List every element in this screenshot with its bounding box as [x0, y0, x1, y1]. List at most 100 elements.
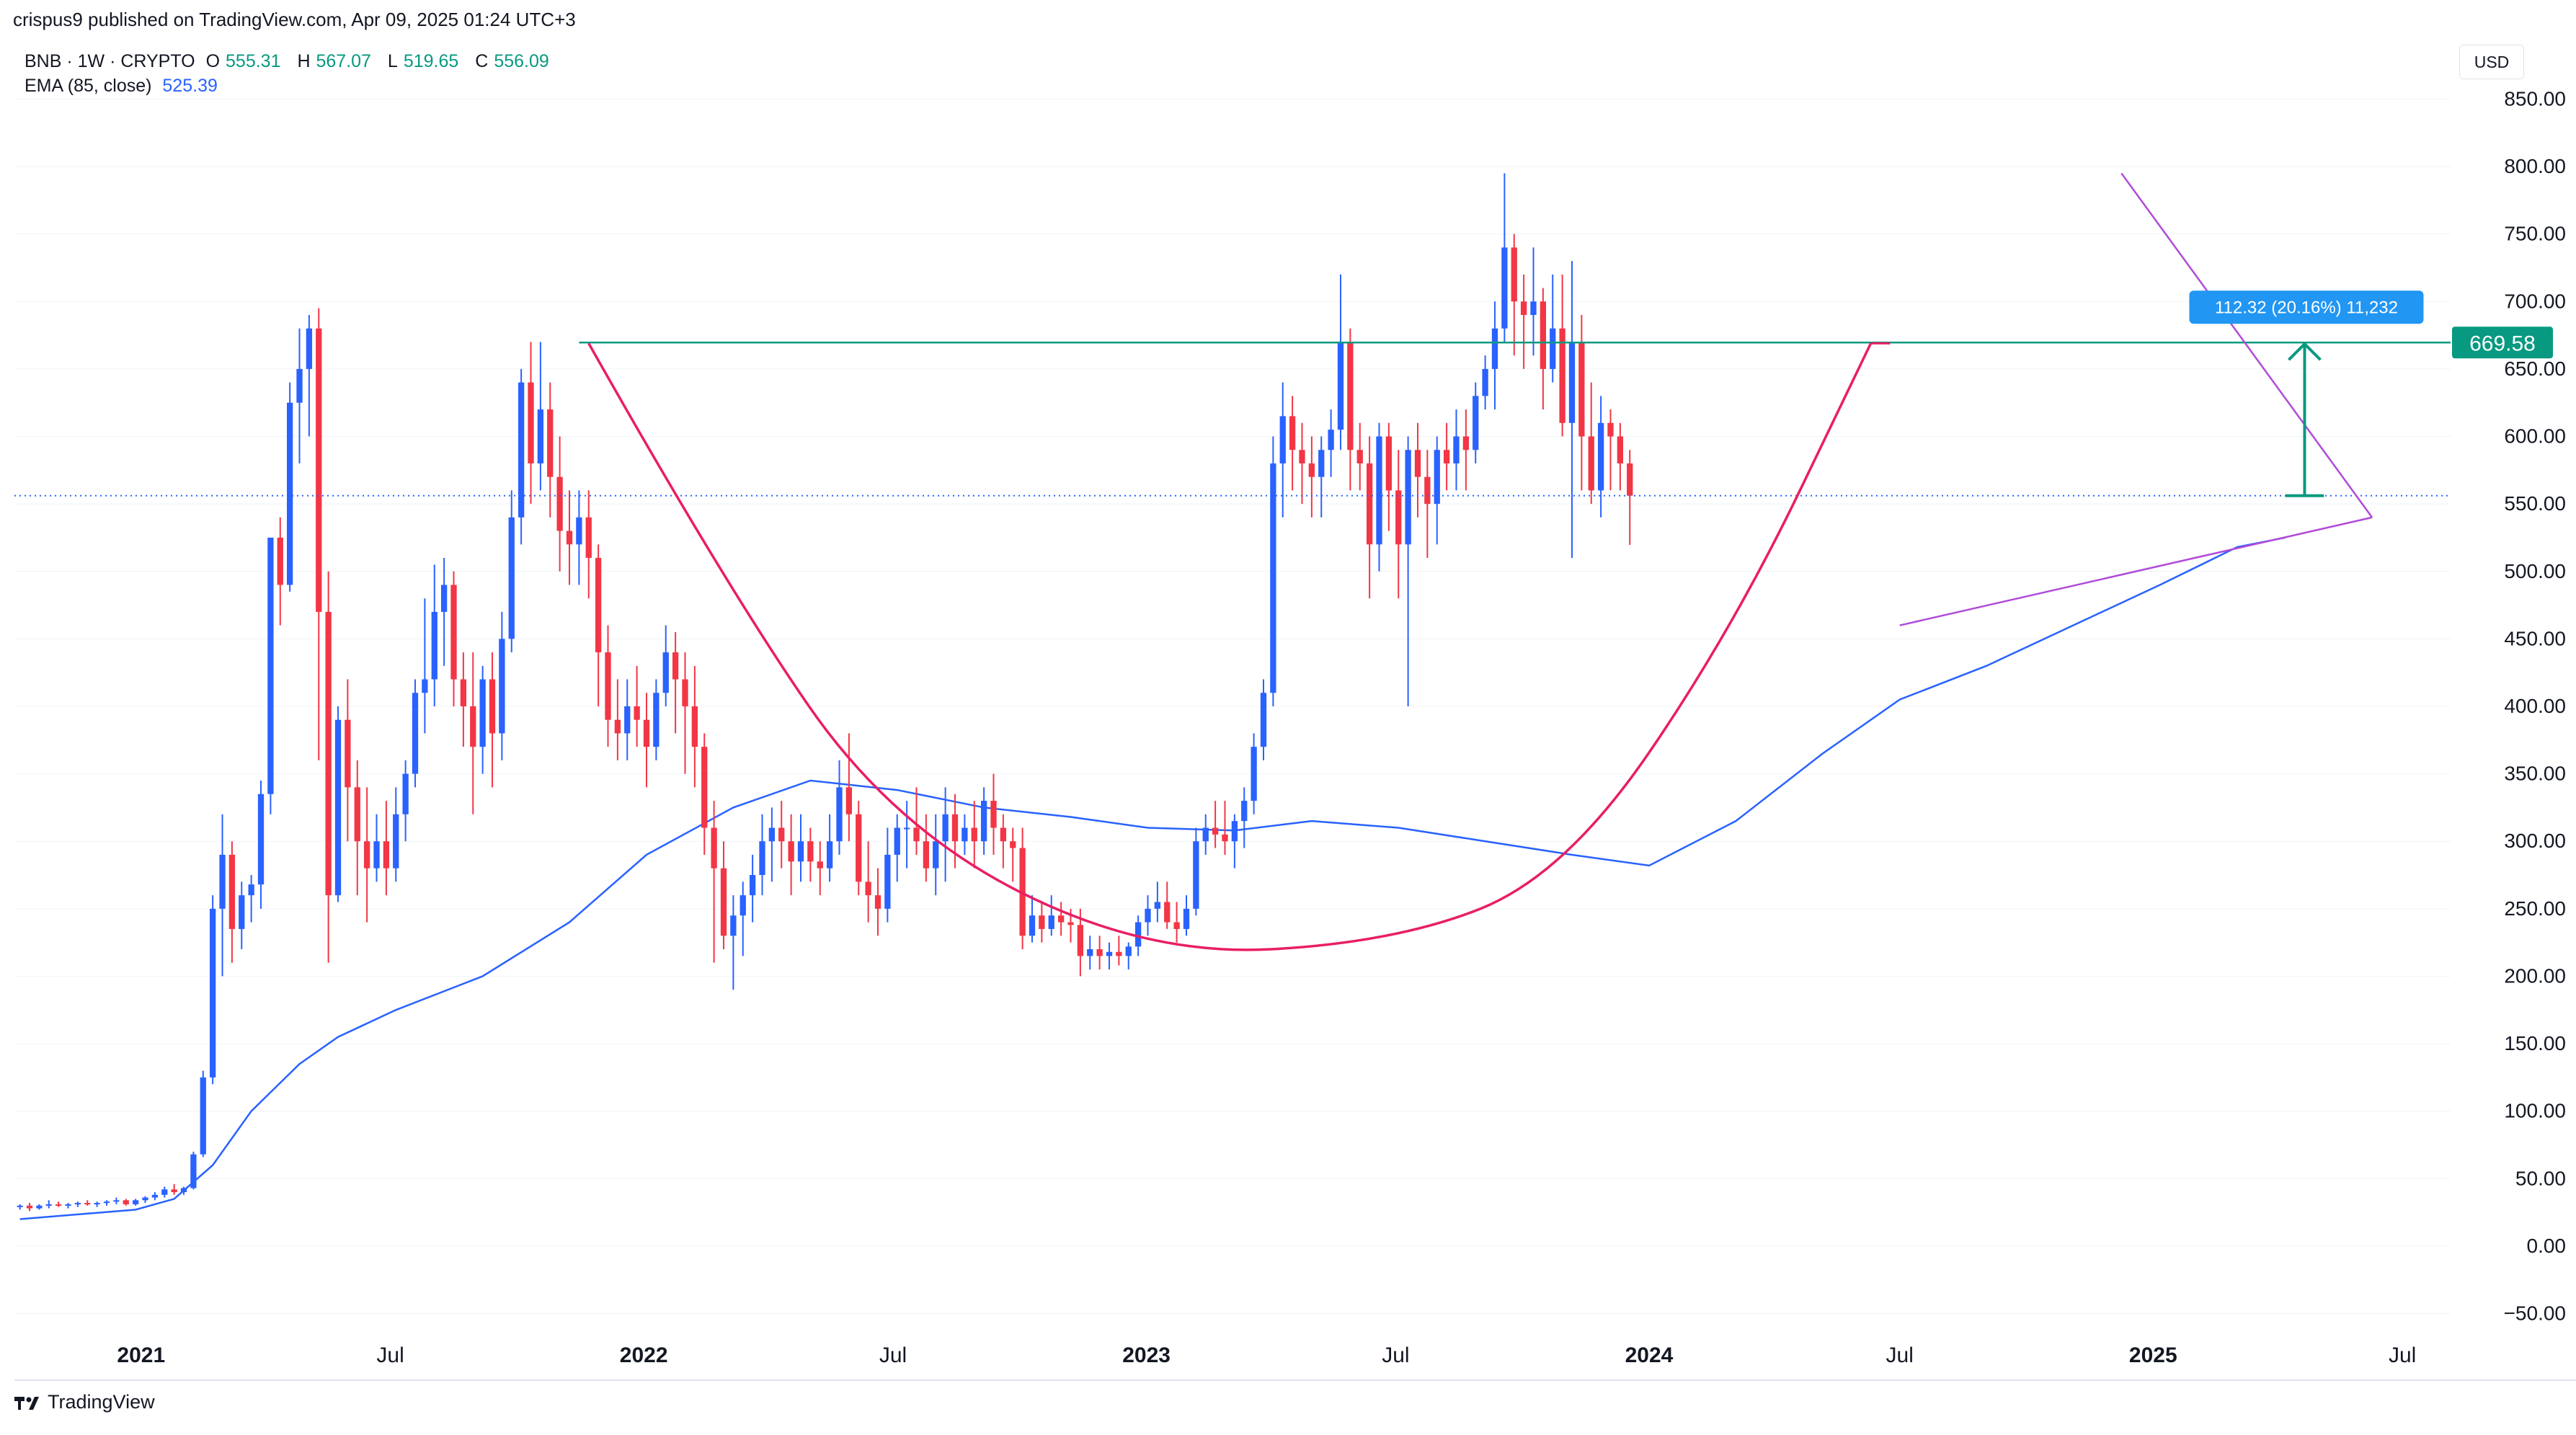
- candle[interactable]: [180, 1186, 187, 1195]
- candle[interactable]: [701, 733, 708, 855]
- candle[interactable]: [691, 665, 698, 788]
- candle[interactable]: [1289, 396, 1296, 491]
- candle[interactable]: [228, 841, 236, 963]
- candle[interactable]: [1550, 274, 1556, 383]
- candle[interactable]: [874, 868, 881, 936]
- currency-button[interactable]: USD: [2459, 45, 2524, 79]
- candle[interactable]: [316, 308, 322, 760]
- candle[interactable]: [1048, 895, 1054, 936]
- candle[interactable]: [1057, 902, 1065, 936]
- candle[interactable]: [1087, 936, 1093, 970]
- candle[interactable]: [1164, 881, 1171, 929]
- candle[interactable]: [1414, 422, 1421, 517]
- candle[interactable]: [1482, 355, 1488, 410]
- candle[interactable]: [209, 895, 216, 1085]
- candle[interactable]: [1222, 801, 1228, 855]
- candle[interactable]: [1000, 814, 1007, 868]
- candle[interactable]: [345, 679, 351, 842]
- candle[interactable]: [1231, 814, 1238, 868]
- candle[interactable]: [1501, 173, 1508, 342]
- candle[interactable]: [17, 1204, 23, 1210]
- candle[interactable]: [1318, 436, 1325, 517]
- candle[interactable]: [894, 814, 900, 882]
- candle[interactable]: [489, 652, 496, 788]
- candle[interactable]: [239, 881, 245, 950]
- candle[interactable]: [200, 1070, 206, 1158]
- candle[interactable]: [740, 881, 746, 956]
- candle[interactable]: [1473, 382, 1479, 463]
- candle[interactable]: [1116, 936, 1122, 966]
- candle[interactable]: [759, 814, 765, 896]
- candle[interactable]: [499, 611, 505, 760]
- candle[interactable]: [257, 780, 265, 909]
- candle[interactable]: [422, 598, 428, 734]
- candle[interactable]: [605, 625, 611, 747]
- candle[interactable]: [45, 1200, 52, 1209]
- candle[interactable]: [412, 679, 419, 788]
- candle[interactable]: [1530, 247, 1537, 356]
- candle[interactable]: [1405, 436, 1411, 706]
- candle[interactable]: [1627, 450, 1633, 545]
- candle[interactable]: [103, 1200, 110, 1206]
- candle[interactable]: [55, 1201, 62, 1207]
- candle[interactable]: [1424, 450, 1431, 559]
- candle[interactable]: [161, 1186, 168, 1198]
- candle[interactable]: [190, 1151, 197, 1190]
- candle[interactable]: [923, 814, 930, 882]
- candle[interactable]: [1019, 827, 1026, 950]
- resistance-price-tag[interactable]: [2452, 326, 2553, 359]
- legend-ema-label[interactable]: EMA (85, close): [25, 76, 152, 96]
- candle[interactable]: [614, 679, 621, 760]
- candle[interactable]: [817, 841, 823, 896]
- candle[interactable]: [1193, 827, 1199, 916]
- candle[interactable]: [1260, 679, 1267, 760]
- candle[interactable]: [836, 760, 843, 855]
- candle[interactable]: [26, 1203, 33, 1212]
- candle[interactable]: [94, 1201, 100, 1207]
- candle[interactable]: [951, 794, 959, 868]
- candle[interactable]: [797, 814, 804, 882]
- candle[interactable]: [1241, 787, 1248, 848]
- candle[interactable]: [36, 1204, 43, 1210]
- candle[interactable]: [123, 1199, 129, 1206]
- candle[interactable]: [1039, 902, 1045, 943]
- candle[interactable]: [1395, 450, 1402, 599]
- candle[interactable]: [479, 665, 486, 774]
- candle[interactable]: [363, 787, 370, 923]
- candle[interactable]: [1385, 422, 1393, 531]
- candle[interactable]: [1096, 936, 1103, 970]
- candle[interactable]: [662, 625, 669, 706]
- candle[interactable]: [383, 801, 390, 896]
- candle[interactable]: [788, 814, 794, 896]
- triangle-upper-line[interactable]: [2120, 172, 2373, 518]
- candle[interactable]: [1328, 409, 1334, 477]
- candle[interactable]: [1520, 274, 1527, 369]
- candle[interactable]: [1308, 436, 1315, 517]
- candle[interactable]: [990, 773, 997, 855]
- candle[interactable]: [132, 1199, 139, 1206]
- candle[interactable]: [470, 652, 476, 814]
- candle[interactable]: [518, 368, 525, 545]
- candle[interactable]: [730, 895, 737, 990]
- candle[interactable]: [585, 490, 592, 599]
- candle[interactable]: [277, 517, 283, 626]
- candle[interactable]: [1443, 422, 1450, 491]
- candle[interactable]: [1251, 733, 1257, 814]
- candle[interactable]: [1125, 942, 1132, 970]
- candle[interactable]: [856, 801, 862, 896]
- candle[interactable]: [961, 814, 968, 855]
- candle[interactable]: [595, 544, 602, 706]
- candle[interactable]: [402, 760, 409, 842]
- candle[interactable]: [682, 652, 688, 774]
- candle[interactable]: [1106, 942, 1113, 970]
- candle[interactable]: [933, 814, 939, 896]
- candle[interactable]: [720, 841, 727, 950]
- candle[interactable]: [171, 1183, 177, 1195]
- candle[interactable]: [1607, 409, 1614, 491]
- candle[interactable]: [296, 328, 303, 463]
- tradingview-brand[interactable]: TradingView: [13, 1391, 155, 1413]
- candle[interactable]: [971, 801, 977, 868]
- candle[interactable]: [1145, 895, 1151, 936]
- candle[interactable]: [1540, 288, 1547, 410]
